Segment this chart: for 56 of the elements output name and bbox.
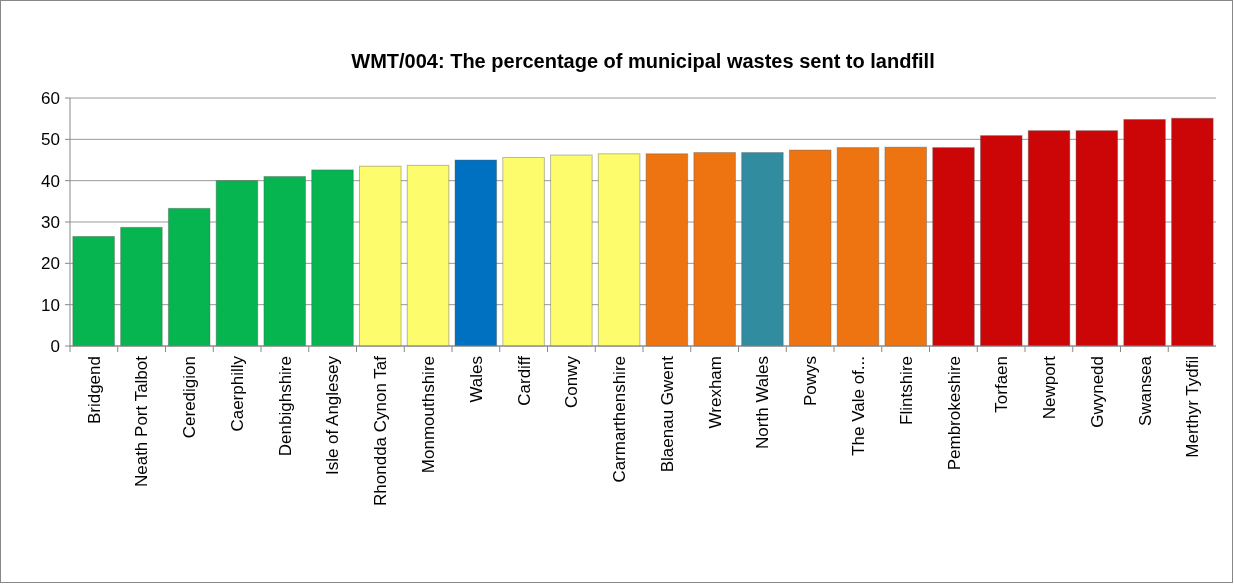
y-tick-label: 30 <box>41 212 60 232</box>
x-tick-label: Wales <box>466 356 486 403</box>
x-tick-label: Rhondda Cynon Taf <box>371 355 391 506</box>
x-tick-label: Denbighshire <box>275 356 295 457</box>
bar <box>358 165 402 347</box>
x-tick-label: Newport <box>1040 355 1060 420</box>
bar <box>884 146 928 347</box>
x-tick-label: Carmarthenshire <box>610 356 630 483</box>
bar <box>741 152 784 347</box>
x-tick-label: Isle of Anglesey <box>323 355 343 476</box>
chart-title: WMT/004: The percentage of municipal wastes sent to landfill <box>351 50 935 72</box>
bar <box>120 226 163 347</box>
x-tick-label: Powys <box>801 356 821 407</box>
bar <box>645 153 689 347</box>
x-tick-label: North Wales <box>753 356 773 449</box>
bar <box>836 147 880 347</box>
x-tick-label: Wrexham <box>705 356 725 429</box>
x-tick-label: Swansea <box>1135 355 1155 426</box>
x-tick-label: Gwynedd <box>1087 356 1107 428</box>
x-tick-label: Torfaen <box>992 356 1012 413</box>
bar <box>167 207 211 347</box>
y-tick-label: 10 <box>41 295 60 315</box>
x-tick-label: Monmouthshire <box>419 356 439 474</box>
y-tick-label: 20 <box>41 254 60 274</box>
bar <box>1123 118 1166 347</box>
x-tick-label: Blaenau Gwent <box>657 355 677 473</box>
x-tick-label: Neath Port Talbot <box>132 355 152 488</box>
x-tick-label: Bridgend <box>84 356 104 425</box>
x-tick-label: Merthyr Tydfil <box>1183 356 1203 458</box>
bar <box>1075 130 1119 347</box>
bar <box>597 153 641 347</box>
x-tick-label: The Vale of... <box>848 356 868 456</box>
x-tick-label: Conwy <box>562 355 582 408</box>
x-tick-label: Cardiff <box>514 355 534 406</box>
bar <box>979 135 1023 347</box>
x-tick-label: Ceredigion <box>180 356 200 439</box>
y-tick-label: 0 <box>50 336 60 356</box>
bar <box>406 164 450 347</box>
y-tick-label: 40 <box>41 171 60 191</box>
bar <box>1027 130 1071 347</box>
x-tick-label: Flintshire <box>896 356 916 425</box>
bar <box>72 235 115 347</box>
bar <box>1171 117 1214 347</box>
bar <box>263 176 307 347</box>
bar <box>788 149 832 347</box>
y-tick-label: 50 <box>41 130 60 150</box>
x-tick-label: Pembrokeshire <box>944 356 964 471</box>
bar <box>693 152 736 347</box>
bar <box>454 159 498 347</box>
bar <box>215 180 259 347</box>
x-tick-label: Caerphilly <box>227 355 247 432</box>
bar <box>502 157 545 347</box>
bar <box>311 169 354 347</box>
y-tick-label: 60 <box>41 88 60 108</box>
bar <box>932 147 975 347</box>
bar <box>550 154 593 347</box>
